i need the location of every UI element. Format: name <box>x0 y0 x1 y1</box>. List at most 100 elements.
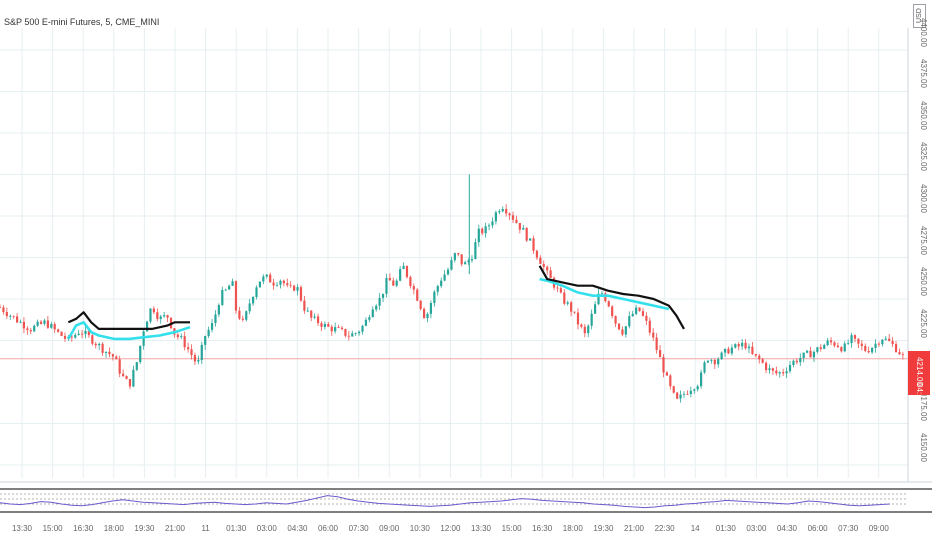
candle <box>385 273 388 298</box>
candle-body <box>741 342 744 347</box>
candle <box>727 346 730 354</box>
candle-body <box>847 343 850 344</box>
candle-body <box>570 302 573 312</box>
candle <box>412 283 415 295</box>
candle-body <box>279 280 282 285</box>
candle-body <box>190 349 193 356</box>
candle-body <box>446 269 450 275</box>
dark-line <box>538 265 685 330</box>
candle-body <box>795 360 798 363</box>
candle-body <box>556 287 559 289</box>
candle-body <box>573 311 576 313</box>
candle <box>754 353 757 358</box>
candle-body <box>635 307 638 314</box>
candle-body <box>522 228 525 230</box>
candle-body <box>91 335 94 344</box>
candle-body <box>327 323 330 327</box>
candle-body <box>785 371 788 374</box>
candle <box>282 279 285 287</box>
candle <box>241 315 244 322</box>
candle <box>296 284 299 296</box>
candle-body <box>395 280 398 286</box>
y-tick-label: 4250.00 <box>919 267 928 296</box>
cyan-line <box>539 277 670 311</box>
candle <box>802 352 805 363</box>
chart-title: S&P 500 E-mini Futures, 5, CME_MINI <box>4 17 160 27</box>
candle-body <box>313 316 316 318</box>
candle <box>306 307 309 313</box>
candle <box>340 325 344 331</box>
y-tick-label: 4300.00 <box>919 183 928 213</box>
candle <box>583 323 586 338</box>
candle <box>860 340 863 351</box>
candle-body <box>871 347 874 353</box>
candle <box>269 272 272 283</box>
candle-body <box>57 329 60 332</box>
candle <box>248 298 251 315</box>
candle-body <box>132 369 135 387</box>
candle <box>823 343 826 350</box>
candle <box>443 270 446 282</box>
candle-body <box>299 287 303 301</box>
candle <box>484 222 487 238</box>
candle <box>402 262 405 270</box>
candle <box>26 326 29 335</box>
candle-body <box>884 338 887 340</box>
candle-body <box>231 281 234 286</box>
candle <box>207 326 210 338</box>
candle <box>29 327 32 335</box>
x-tick-label: 22:30 <box>655 524 676 533</box>
candle-body <box>511 215 515 220</box>
candle-body <box>566 302 569 304</box>
candle <box>470 255 474 263</box>
candle-body <box>826 340 829 346</box>
candle-body <box>874 343 877 348</box>
candle <box>505 204 508 217</box>
candle-body <box>228 285 231 290</box>
candle <box>816 346 819 354</box>
candle <box>686 390 689 395</box>
candle-body <box>316 316 320 324</box>
candle <box>648 317 651 336</box>
candle-body <box>819 347 822 349</box>
candle-body <box>730 347 733 354</box>
candle-body <box>33 325 36 332</box>
candle <box>829 337 833 346</box>
candle <box>279 279 282 289</box>
candle-body <box>12 315 15 317</box>
candle <box>132 365 135 388</box>
candle <box>898 348 901 355</box>
candle <box>662 353 665 378</box>
candle <box>299 285 303 303</box>
candle-body <box>494 212 497 222</box>
candle <box>344 328 347 338</box>
candle-body <box>532 238 535 251</box>
candle-body <box>614 316 617 324</box>
candle-body <box>330 326 333 332</box>
candle-body <box>94 343 97 346</box>
candle-body <box>46 320 49 328</box>
candle-body <box>864 345 867 351</box>
candle <box>703 360 706 374</box>
y-tick-label: 4225.00 <box>919 308 928 338</box>
candle <box>19 319 22 324</box>
candle-body <box>371 309 374 318</box>
candle-body <box>128 379 132 387</box>
candle-body <box>631 313 634 317</box>
candle <box>440 277 443 289</box>
candle <box>163 311 166 318</box>
candle-body <box>487 225 491 227</box>
candle <box>539 255 542 265</box>
candle-body <box>392 280 395 286</box>
candle-body <box>111 354 114 357</box>
candle <box>850 332 853 348</box>
grid <box>0 28 908 478</box>
candle-body <box>888 338 891 341</box>
candle-body <box>238 310 241 319</box>
candle-body <box>306 310 309 312</box>
candle-body <box>768 368 771 371</box>
candle-body <box>747 346 751 349</box>
candle <box>522 224 525 230</box>
